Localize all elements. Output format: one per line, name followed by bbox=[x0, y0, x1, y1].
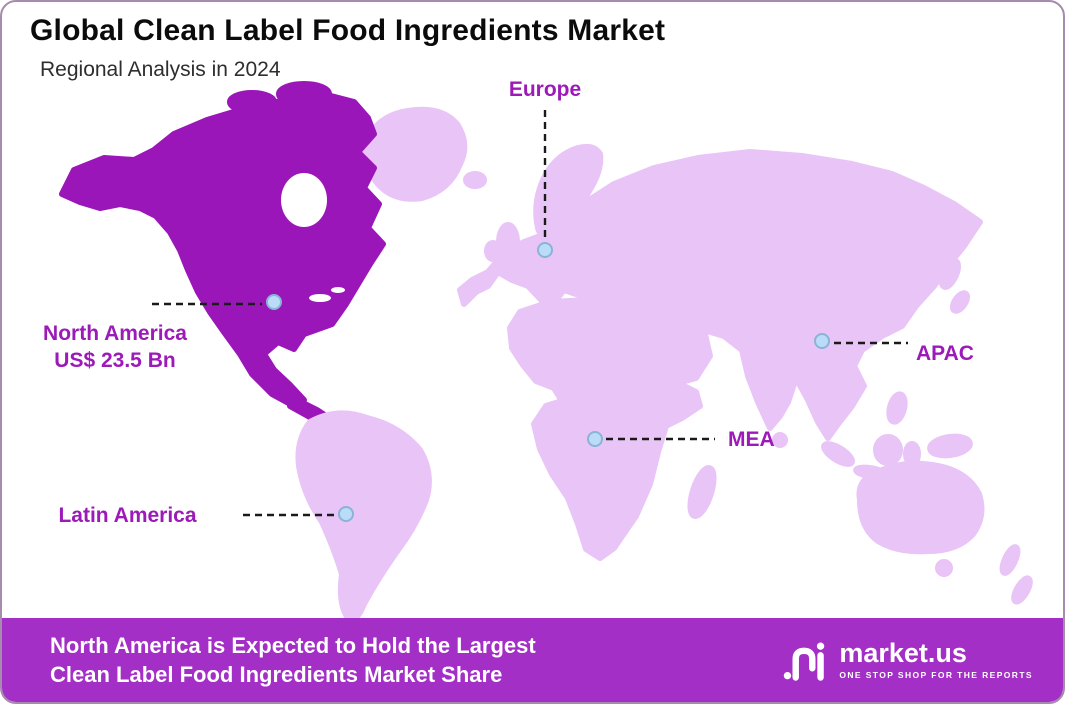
north-america-value: US$ 23.5 Bn bbox=[54, 349, 176, 372]
north-america-marker-dot bbox=[266, 294, 282, 310]
marketus-logo-icon bbox=[784, 642, 825, 681]
region-sri-lanka-shape bbox=[772, 432, 788, 448]
region-south-america-shape bbox=[295, 410, 432, 623]
footer-headline-line2: Clean Label Food Ingredients Market Shar… bbox=[50, 662, 503, 687]
footer-headline: North America is Expected to Hold the La… bbox=[50, 631, 536, 689]
region-greenland-shape bbox=[361, 106, 468, 202]
region-iceland-shape bbox=[463, 171, 487, 189]
latin-america-marker-dot bbox=[338, 506, 354, 522]
mea-label: MEA bbox=[728, 428, 775, 451]
latin-america-label: Latin America bbox=[58, 504, 197, 527]
europe-label: Europe bbox=[508, 78, 582, 101]
region-new-zealand-shape bbox=[1011, 575, 1033, 605]
region-ireland-shape bbox=[484, 240, 502, 262]
region-new-zealand-shape bbox=[999, 544, 1021, 576]
region-scandinavia-shape bbox=[533, 143, 604, 239]
region-new-guinea-shape bbox=[927, 433, 973, 459]
apac-label: APAC bbox=[916, 342, 974, 365]
mea-marker-dot bbox=[587, 431, 603, 447]
region-eurasia-shape bbox=[457, 149, 983, 441]
region-australia-shape bbox=[856, 460, 985, 555]
footer-banner: North America is Expected to Hold the La… bbox=[2, 618, 1063, 702]
region-uk-shape bbox=[496, 222, 520, 262]
page-subtitle: Regional Analysis in 2024 bbox=[40, 58, 281, 81]
brand-text-block: market.us ONE STOP SHOP FOR THE REPORTS bbox=[839, 638, 1033, 681]
region-sumatra-shape bbox=[821, 441, 855, 467]
region-africa-shape bbox=[507, 297, 703, 561]
marketus-logo: market.us ONE STOP SHOP FOR THE REPORTS bbox=[781, 637, 1033, 683]
page-title: Global Clean Label Food Ingredients Mark… bbox=[30, 14, 666, 47]
brand-name: market.us bbox=[839, 638, 967, 668]
europe-marker-dot bbox=[537, 242, 553, 258]
apac-marker-dot bbox=[814, 333, 830, 349]
region-borneo-shape bbox=[873, 434, 903, 466]
region-madagascar-shape bbox=[687, 465, 717, 519]
hudson-bay-shape bbox=[281, 173, 327, 227]
region-japan-shape bbox=[949, 290, 971, 314]
footer-headline-line1: North America is Expected to Hold the La… bbox=[50, 633, 536, 658]
region-japan-shape bbox=[938, 258, 962, 290]
region-north-america-shape bbox=[59, 92, 386, 409]
north-america-label-text: North America bbox=[43, 322, 187, 345]
great-lakes-shape bbox=[309, 294, 331, 302]
brand-tagline: ONE STOP SHOP FOR THE REPORTS bbox=[839, 670, 1033, 680]
great-lakes-shape bbox=[331, 287, 345, 293]
region-philippines-shape bbox=[886, 391, 908, 425]
region-tasmania-shape bbox=[935, 559, 953, 577]
north-america-label: North America US$ 23.5 Bn bbox=[10, 320, 220, 374]
